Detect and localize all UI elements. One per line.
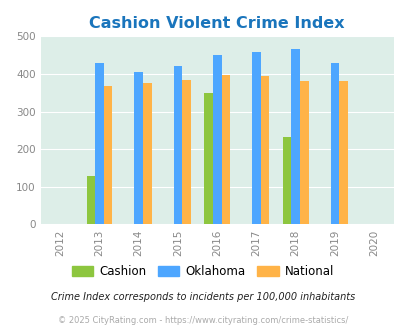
Bar	[221, 75, 230, 224]
Bar	[173, 66, 182, 224]
Title: Cashion Violent Crime Index: Cashion Violent Crime Index	[89, 16, 344, 31]
Bar	[252, 52, 260, 224]
Text: © 2025 CityRating.com - https://www.cityrating.com/crime-statistics/: © 2025 CityRating.com - https://www.city…	[58, 315, 347, 325]
Bar	[291, 50, 299, 224]
Bar	[134, 72, 143, 224]
Bar	[95, 63, 104, 224]
Legend: Cashion, Oklahoma, National: Cashion, Oklahoma, National	[67, 260, 338, 282]
Text: Crime Index corresponds to incidents per 100,000 inhabitants: Crime Index corresponds to incidents per…	[51, 292, 354, 302]
Bar	[182, 80, 190, 224]
Bar	[330, 63, 339, 224]
Bar	[299, 81, 308, 224]
Bar	[86, 176, 95, 224]
Bar	[143, 83, 151, 224]
Bar	[212, 55, 221, 224]
Bar	[204, 93, 212, 224]
Bar	[104, 86, 112, 224]
Bar	[282, 137, 291, 224]
Bar	[260, 76, 269, 224]
Bar	[339, 81, 347, 224]
